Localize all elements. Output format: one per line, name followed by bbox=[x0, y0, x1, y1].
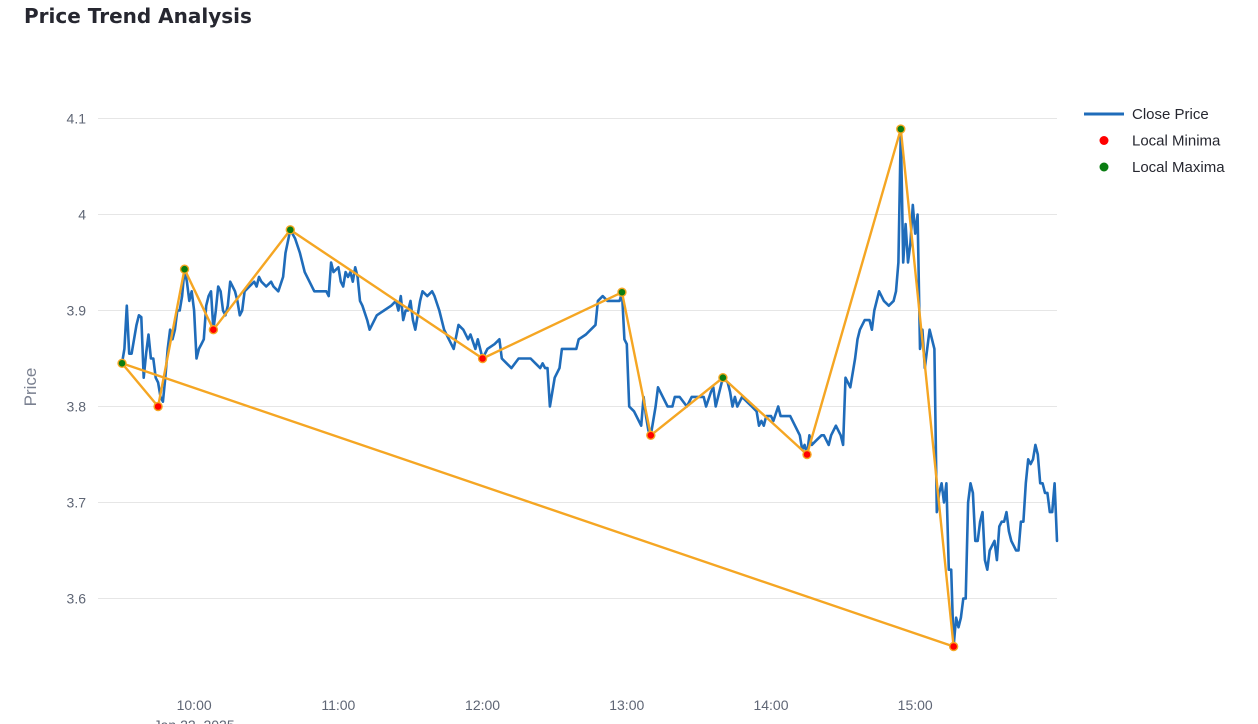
y-tick-label: 3.8 bbox=[67, 399, 87, 415]
local-maxima-point bbox=[718, 373, 728, 383]
local-minima-point bbox=[477, 353, 488, 364]
local-maxima-point bbox=[117, 358, 127, 368]
local-minima-point bbox=[646, 430, 656, 440]
legend-label: Close Price bbox=[1132, 106, 1209, 123]
grid-lines bbox=[98, 118, 1057, 599]
legend-item[interactable]: Local Minima bbox=[1099, 133, 1222, 150]
legend-item[interactable]: Close Price bbox=[1084, 106, 1209, 123]
y-tick-label: 3.7 bbox=[67, 495, 87, 511]
local-maxima-point bbox=[617, 287, 627, 297]
x-tick-label: 14:00 bbox=[753, 697, 788, 713]
legend-label: Local Maxima bbox=[1132, 159, 1225, 176]
legend-marker-swatch bbox=[1099, 162, 1109, 172]
local-maxima-point bbox=[285, 225, 295, 235]
x-axis-date-label: Jan 22, 2025 bbox=[154, 717, 235, 724]
x-tick-label: 10:00 bbox=[177, 697, 212, 713]
legend-item[interactable]: Local Maxima bbox=[1099, 159, 1226, 176]
y-axis-title: Price bbox=[21, 368, 40, 407]
x-tick-label: 15:00 bbox=[898, 697, 933, 713]
x-tick-label: 12:00 bbox=[465, 697, 500, 713]
local-minima-point bbox=[948, 641, 959, 652]
chart-title: Price Trend Analysis bbox=[24, 4, 252, 28]
y-tick-label: 3.9 bbox=[67, 303, 87, 319]
trend-line bbox=[121, 127, 955, 648]
series-layer bbox=[117, 124, 1059, 652]
legend-label: Local Minima bbox=[1132, 133, 1221, 150]
y-tick-label: 4.1 bbox=[67, 111, 87, 127]
y-tick-label: 3.6 bbox=[67, 591, 87, 607]
local-minima-point bbox=[153, 401, 163, 412]
legend[interactable]: Close Price Local Minima Local Maxima bbox=[1084, 106, 1225, 176]
close-price-line bbox=[120, 127, 1059, 648]
x-tick-label: 11:00 bbox=[321, 697, 355, 713]
legend-marker-swatch bbox=[1099, 136, 1109, 145]
local-maxima-point bbox=[179, 264, 190, 274]
x-axis-ticks: 10:00 11:00 12:00 13:00 14:00 15:00 bbox=[177, 697, 933, 713]
x-tick-label: 13:00 bbox=[609, 697, 644, 713]
y-axis-ticks: 3.6 3.7 3.8 3.9 4 4.1 bbox=[67, 111, 87, 607]
local-minima-point bbox=[802, 449, 812, 460]
local-maxima-point bbox=[896, 124, 906, 134]
y-tick-label: 4 bbox=[78, 207, 86, 223]
local-minima-point bbox=[208, 325, 219, 335]
